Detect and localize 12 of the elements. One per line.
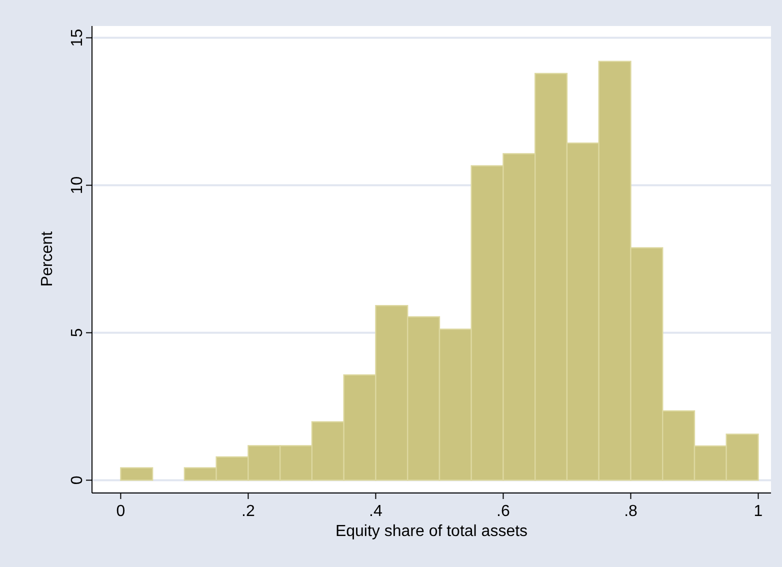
x-tick-label: .8	[624, 503, 638, 520]
y-tick-label: 5	[69, 328, 86, 338]
x-tick-label: 0	[116, 503, 126, 520]
x-tick-label: .6	[496, 503, 510, 520]
x-tick-label: 1	[754, 503, 763, 520]
x-tick-label: .4	[369, 503, 382, 520]
y-tick-label: 0	[69, 476, 86, 485]
x-tick-label: .2	[242, 503, 255, 520]
y-tick-label: 15	[69, 28, 86, 47]
x-axis-title: Equity share of total assets	[335, 523, 528, 540]
y-axis-title: Percent	[39, 230, 56, 287]
y-tick-label: 10	[69, 176, 86, 194]
